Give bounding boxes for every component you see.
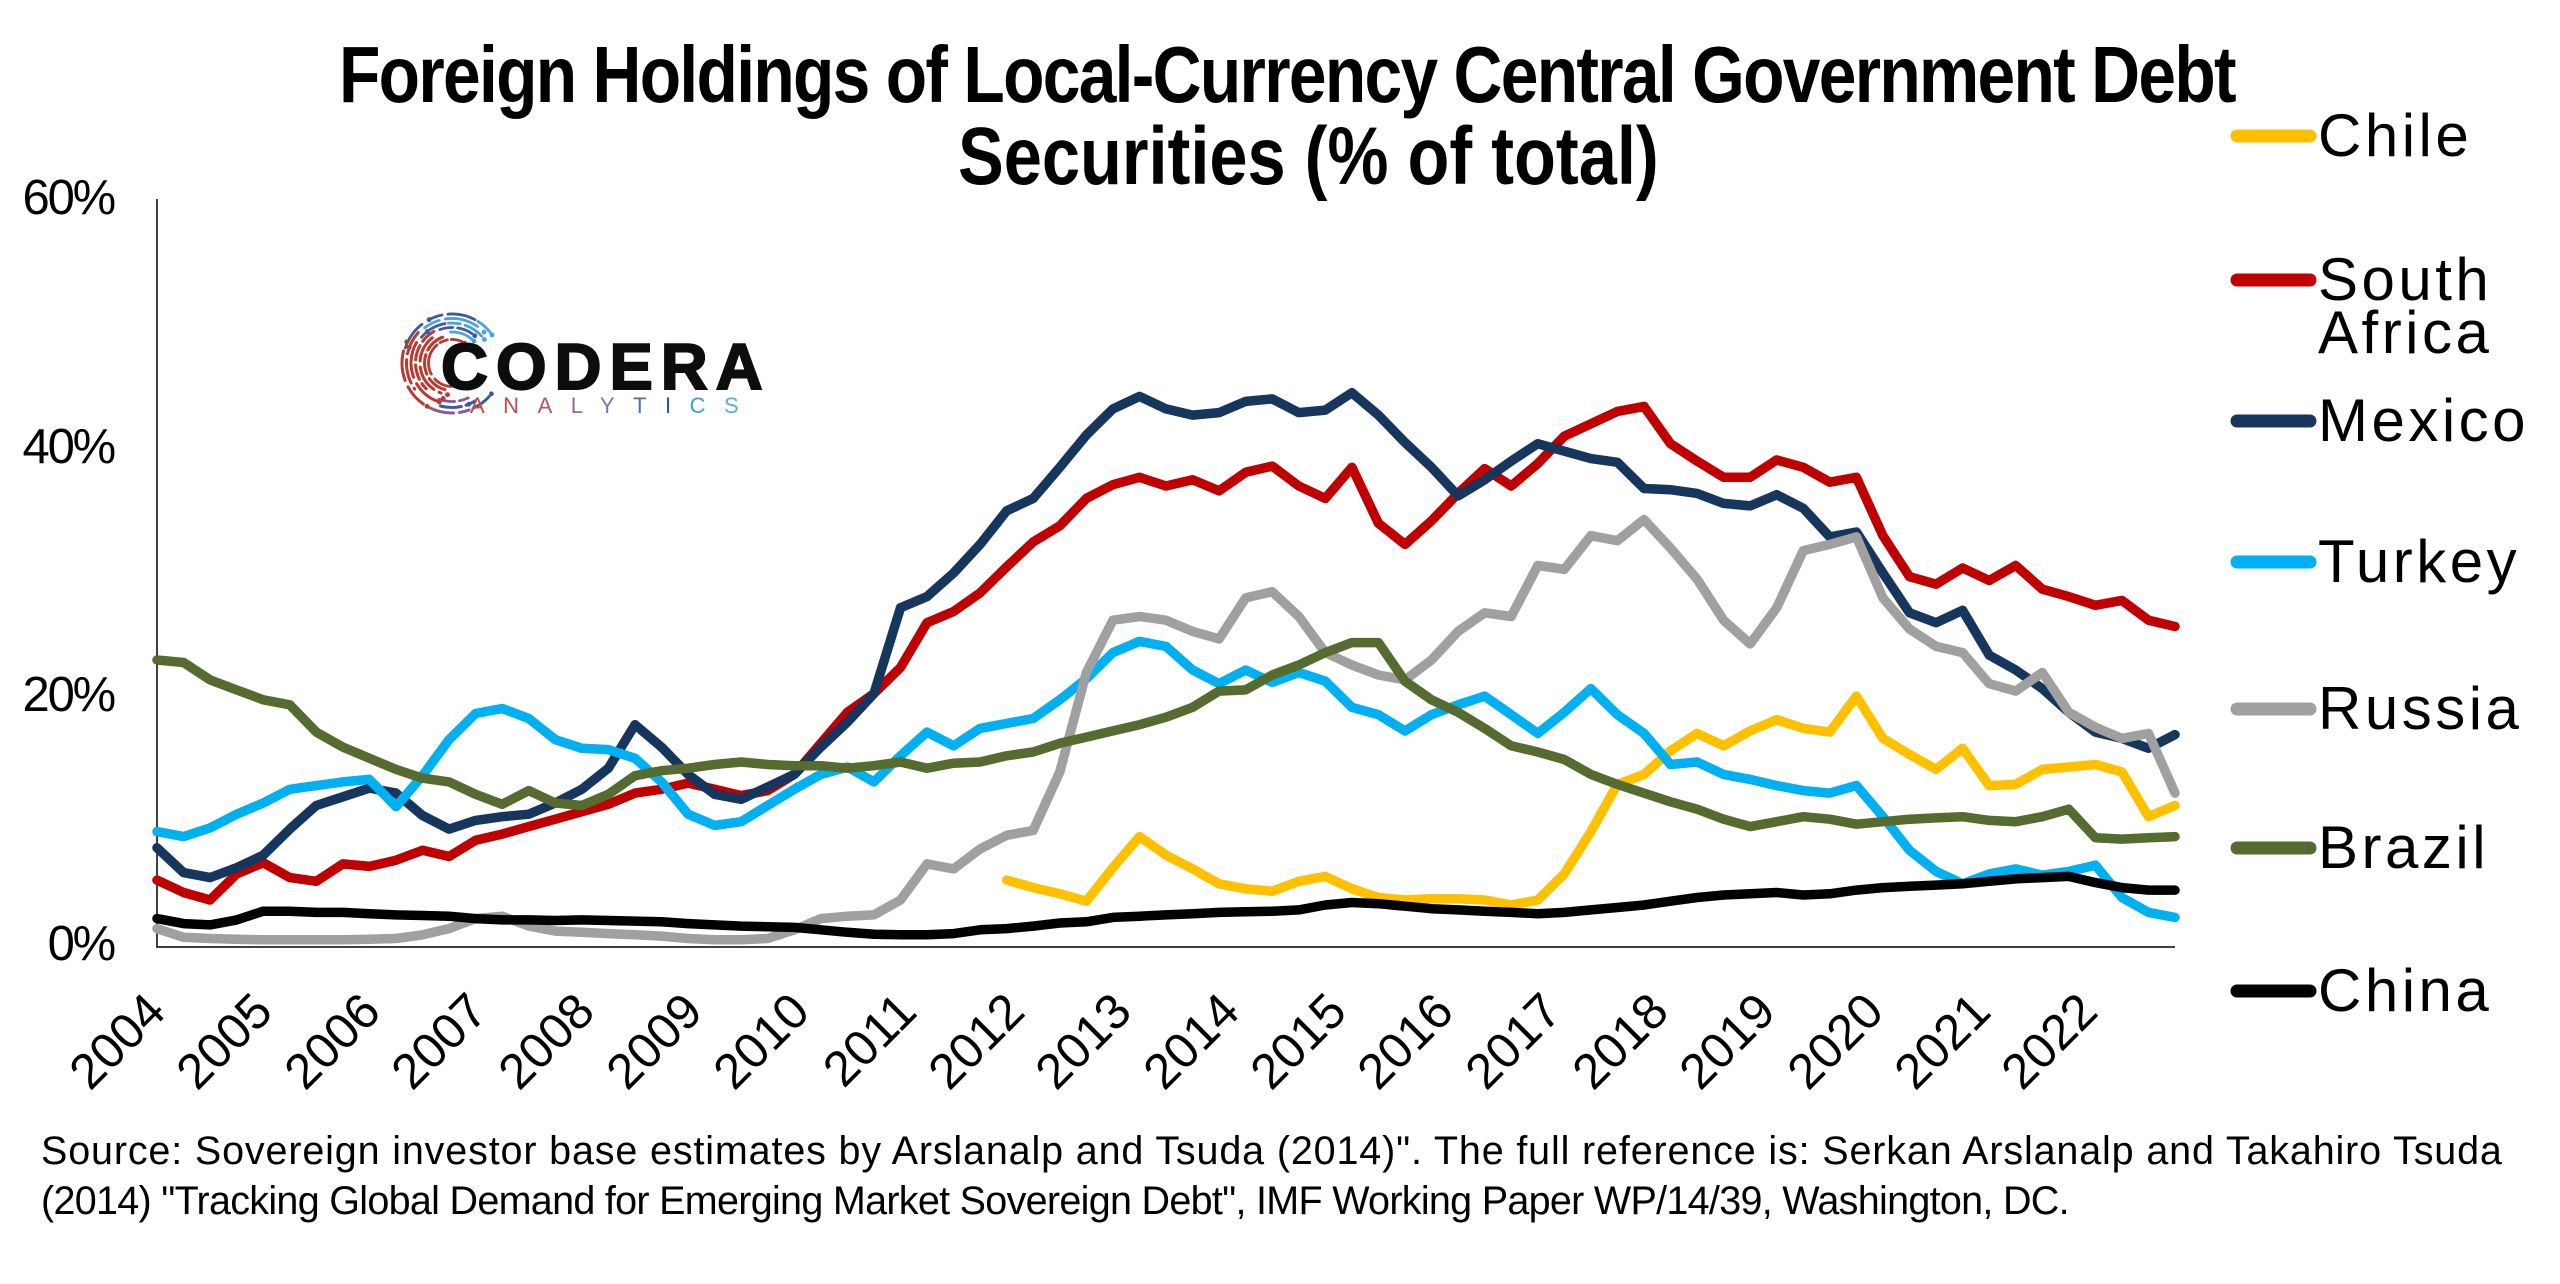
svg-text:South: South xyxy=(2318,246,2492,313)
svg-text:Foreign Holdings of Local-Curr: Foreign Holdings of Local-Currency Centr… xyxy=(339,30,2236,120)
svg-text:Mexico: Mexico xyxy=(2318,387,2529,454)
svg-text:Brazil: Brazil xyxy=(2318,814,2489,881)
svg-text:Turkey: Turkey xyxy=(2318,528,2520,595)
svg-text:0%: 0% xyxy=(48,917,115,971)
svg-text:Africa: Africa xyxy=(2318,299,2492,366)
svg-text:China: China xyxy=(2318,957,2492,1024)
svg-text:Russia: Russia xyxy=(2318,675,2522,742)
svg-text:Source: Sovereign investor bas: Source: Sovereign investor base estimate… xyxy=(41,1129,2503,1173)
svg-text:Securities (% of total): Securities (% of total) xyxy=(958,111,1659,202)
svg-text:60%: 60% xyxy=(23,171,115,225)
svg-text:Chile: Chile xyxy=(2318,102,2472,169)
svg-text:ANALYTICS: ANALYTICS xyxy=(470,393,757,418)
svg-text:20%: 20% xyxy=(23,668,115,722)
svg-text:40%: 40% xyxy=(23,420,115,474)
svg-text:CODERA: CODERA xyxy=(441,330,771,403)
svg-text:(2014) "Tracking Global Demand: (2014) "Tracking Global Demand for Emerg… xyxy=(41,1179,2069,1223)
